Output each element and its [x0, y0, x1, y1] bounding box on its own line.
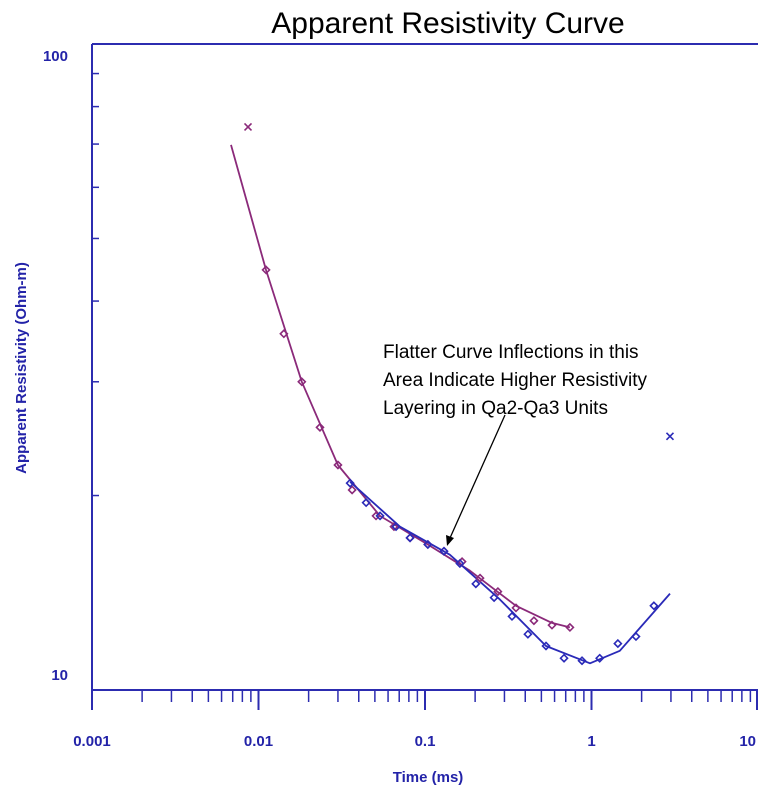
data-point	[389, 522, 399, 532]
data-point	[529, 616, 539, 626]
chart-title: Apparent Resistivity Curve	[271, 7, 624, 40]
data-point	[547, 620, 557, 630]
x-tick-label: 10	[739, 733, 756, 750]
data-point	[345, 478, 355, 488]
y-tick-label: 10	[51, 667, 68, 684]
fit-curve	[349, 481, 671, 665]
data-point	[511, 603, 521, 613]
data-point	[507, 611, 517, 622]
x-tick-label: 0.1	[415, 733, 436, 750]
data-point	[347, 485, 357, 495]
y-axis-label: Apparent Resistivity (Ohm-m)	[13, 262, 30, 474]
x-tick-label: 0.001	[73, 733, 111, 750]
data-point	[333, 460, 343, 470]
data-point	[489, 592, 499, 603]
outlier-point	[243, 122, 253, 132]
data-point	[261, 265, 271, 275]
data-point	[361, 498, 371, 508]
data-point	[595, 653, 605, 663]
data-point	[297, 377, 307, 387]
data-point	[391, 522, 401, 532]
data-point	[279, 329, 289, 339]
data-point	[631, 631, 641, 642]
data-point	[541, 641, 551, 651]
x-tick-label: 1	[587, 733, 595, 750]
data-point	[423, 539, 433, 550]
annotation-arrow	[449, 414, 506, 539]
data-point	[559, 653, 569, 663]
data-point	[471, 579, 481, 589]
data-point	[493, 586, 503, 597]
data-point	[455, 558, 465, 569]
data-point	[475, 573, 485, 583]
fit-curve	[230, 144, 571, 629]
annotation: Layering in Qa2-Qa3 Units	[383, 398, 608, 419]
x-tick-label: 0.01	[244, 733, 273, 750]
data-point	[523, 629, 533, 639]
data-point	[315, 422, 325, 433]
y-tick-label: 100	[43, 48, 68, 65]
data-point	[613, 638, 623, 649]
data-point	[439, 546, 449, 556]
data-point	[405, 533, 415, 543]
outlier-point	[665, 432, 675, 441]
data-point	[649, 601, 659, 611]
annotation: Flatter Curve Inflections in this	[383, 342, 639, 363]
data-point	[375, 511, 385, 521]
data-point	[577, 656, 587, 666]
data-point	[565, 622, 575, 633]
arrow-head	[446, 535, 454, 546]
annotation: Area Indicate Higher Resistivity	[383, 370, 647, 391]
x-axis-label: Time (ms)	[393, 769, 464, 786]
